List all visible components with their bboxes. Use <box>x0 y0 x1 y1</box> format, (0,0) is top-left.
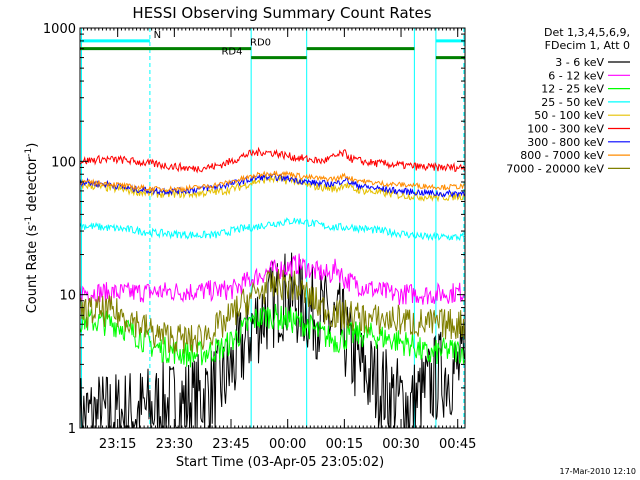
legend-item-label: 300 - 800 keV <box>527 136 604 149</box>
legend-item-label: 100 - 300 keV <box>527 123 604 136</box>
series-line <box>80 253 465 306</box>
legend-item-label: 6 - 12 keV <box>548 69 604 82</box>
y-tick-label: 1000 <box>43 22 76 37</box>
x-axis-label: Start Time (03-Apr-05 23:05:02) <box>176 455 384 470</box>
legend-header-line2: FDecim 1, Att 0 <box>545 39 630 52</box>
legend-item-label: 800 - 7000 keV <box>520 149 604 162</box>
state-bar-label: N <box>154 30 161 41</box>
x-tick-label: 00:45 <box>439 437 476 452</box>
x-axis: 23:15 23:30 23:45 00:00 00:15 00:30 00:45 <box>83 28 476 452</box>
y-tick-label: 1 <box>68 422 76 437</box>
x-tick-label: 23:30 <box>156 437 193 452</box>
y-axis: 1 10 100 1000 <box>43 22 465 437</box>
legend-item-label: 12 - 25 keV <box>541 83 604 96</box>
y-tick-label: 100 <box>51 155 76 170</box>
series-line <box>80 146 465 174</box>
x-tick-label: 23:15 <box>99 437 136 452</box>
legend-item-label: 3 - 6 keV <box>555 56 604 69</box>
state-bar-label: RD4 <box>221 47 242 58</box>
x-tick-label: 23:45 <box>212 437 249 452</box>
series-line <box>80 217 465 242</box>
legend-header-line1: Det 1,3,4,5,6,9, <box>544 26 630 39</box>
footer-timestamp: 17-Mar-2010 12:10 <box>560 467 637 476</box>
y-axis-label: Count Rate (s-1 detector-1) <box>24 143 40 314</box>
x-tick-label: 00:30 <box>382 437 419 452</box>
series-line <box>80 269 465 354</box>
chart-title: HESSI Observing Summary Count Rates <box>132 4 431 22</box>
state-bar-label: RD0 <box>250 38 271 49</box>
series-line <box>80 170 465 194</box>
series-line <box>80 174 465 203</box>
y-tick-label: 10 <box>59 289 76 304</box>
x-tick-label: 00:15 <box>326 437 363 452</box>
legend-item-label: 7000 - 20000 keV <box>506 162 604 175</box>
series-line <box>80 303 465 368</box>
x-tick-label: 00:00 <box>269 437 306 452</box>
legend-item-label: 50 - 100 keV <box>534 109 604 122</box>
legend-item-label: 25 - 50 keV <box>541 96 604 109</box>
